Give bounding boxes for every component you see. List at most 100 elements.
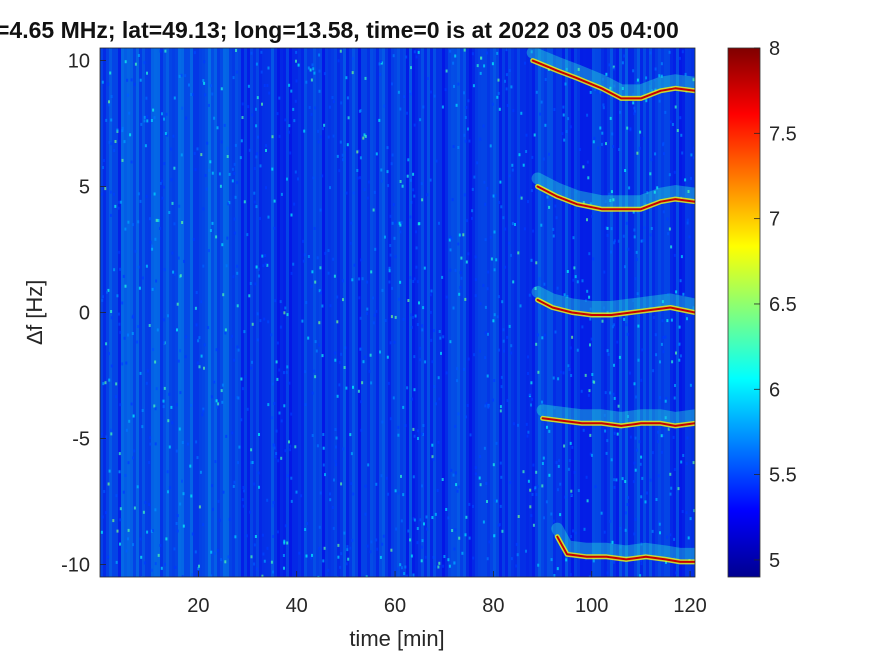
noise-speckle (356, 169, 359, 172)
noise-speckle (327, 271, 330, 275)
noise-speckle (486, 186, 489, 190)
noise-speckle (505, 48, 508, 52)
noise-speckle (156, 328, 159, 332)
noise-speckle (318, 546, 321, 550)
noise-speckle (570, 535, 572, 538)
noise-speckle (215, 235, 218, 239)
noise-speckle (340, 552, 343, 556)
noise-column (538, 48, 541, 577)
noise-speckle (101, 515, 104, 519)
noise-speckle (184, 355, 187, 359)
noise-speckle (493, 379, 496, 382)
noise-speckle (109, 190, 112, 194)
noise-speckle (161, 179, 163, 183)
noise-speckle (542, 157, 545, 161)
x-tick-label: 40 (286, 595, 308, 617)
noise-speckle (463, 48, 466, 52)
noise-speckle (284, 306, 287, 310)
noise-speckle (386, 170, 389, 174)
noise-speckle (681, 50, 684, 54)
noise-speckle (649, 172, 652, 176)
noise-speckle (358, 296, 361, 300)
noise-speckle (453, 84, 455, 88)
noise-speckle (366, 280, 369, 284)
noise-speckle (650, 304, 653, 308)
noise-speckle (472, 556, 475, 560)
noise-speckle (559, 482, 562, 486)
noise-speckle (329, 492, 331, 496)
noise-speckle (295, 490, 298, 494)
noise-speckle (416, 323, 419, 326)
noise-speckle (474, 466, 477, 470)
noise-speckle (150, 568, 153, 572)
noise-speckle (294, 170, 297, 174)
noise-speckle (605, 226, 608, 230)
noise-column (340, 48, 343, 577)
noise-speckle (442, 335, 445, 339)
noise-speckle (113, 268, 116, 272)
noise-speckle (271, 167, 274, 171)
noise-speckle (587, 176, 590, 180)
noise-speckle (202, 523, 205, 527)
noise-speckle (469, 433, 472, 437)
noise-speckle (394, 255, 397, 259)
noise-column (148, 48, 151, 577)
noise-speckle (616, 432, 619, 436)
noise-speckle (501, 529, 504, 533)
noise-speckle (132, 414, 135, 418)
noise-speckle (352, 191, 355, 195)
noise-speckle (309, 68, 312, 72)
noise-speckle (400, 474, 402, 478)
noise-speckle (553, 303, 556, 307)
noise-speckle (110, 428, 113, 432)
noise-speckle (106, 290, 108, 294)
noise-speckle (352, 385, 354, 389)
noise-speckle (317, 129, 320, 133)
noise-speckle (149, 442, 152, 446)
noise-speckle (633, 228, 636, 232)
noise-speckle (146, 530, 149, 534)
noise-column (505, 48, 508, 577)
noise-speckle (460, 276, 463, 280)
noise-speckle (456, 379, 459, 383)
noise-speckle (562, 371, 565, 375)
noise-speckle (420, 559, 423, 563)
noise-speckle (664, 335, 667, 339)
noise-speckle (384, 235, 386, 239)
noise-speckle (580, 389, 583, 393)
noise-speckle (530, 381, 533, 385)
noise-speckle (260, 70, 263, 74)
noise-speckle (670, 318, 673, 322)
noise-speckle (271, 416, 274, 420)
noise-speckle (356, 176, 359, 180)
noise-speckle (341, 153, 344, 157)
noise-column (424, 48, 427, 577)
noise-speckle (423, 266, 426, 270)
noise-speckle (409, 276, 412, 280)
noise-speckle (558, 458, 561, 462)
noise-speckle (155, 279, 158, 283)
noise-speckle (569, 573, 572, 576)
noise-speckle (412, 475, 415, 479)
noise-speckle (407, 299, 410, 302)
noise-speckle (457, 82, 460, 86)
noise-speckle (412, 573, 415, 577)
noise-speckle (265, 149, 267, 152)
noise-column (673, 48, 676, 577)
noise-speckle (659, 396, 661, 400)
noise-speckle (556, 567, 559, 571)
noise-speckle (373, 313, 376, 317)
noise-speckle (301, 319, 304, 323)
noise-speckle (468, 139, 471, 143)
noise-speckle (369, 353, 372, 357)
noise-speckle (286, 474, 289, 478)
noise-speckle (422, 105, 425, 109)
noise-column (409, 48, 412, 577)
noise-speckle (225, 264, 228, 268)
noise-speckle (660, 342, 663, 346)
noise-speckle (419, 518, 422, 522)
noise-speckle (231, 167, 234, 171)
noise-speckle (128, 111, 131, 115)
noise-speckle (463, 91, 465, 95)
